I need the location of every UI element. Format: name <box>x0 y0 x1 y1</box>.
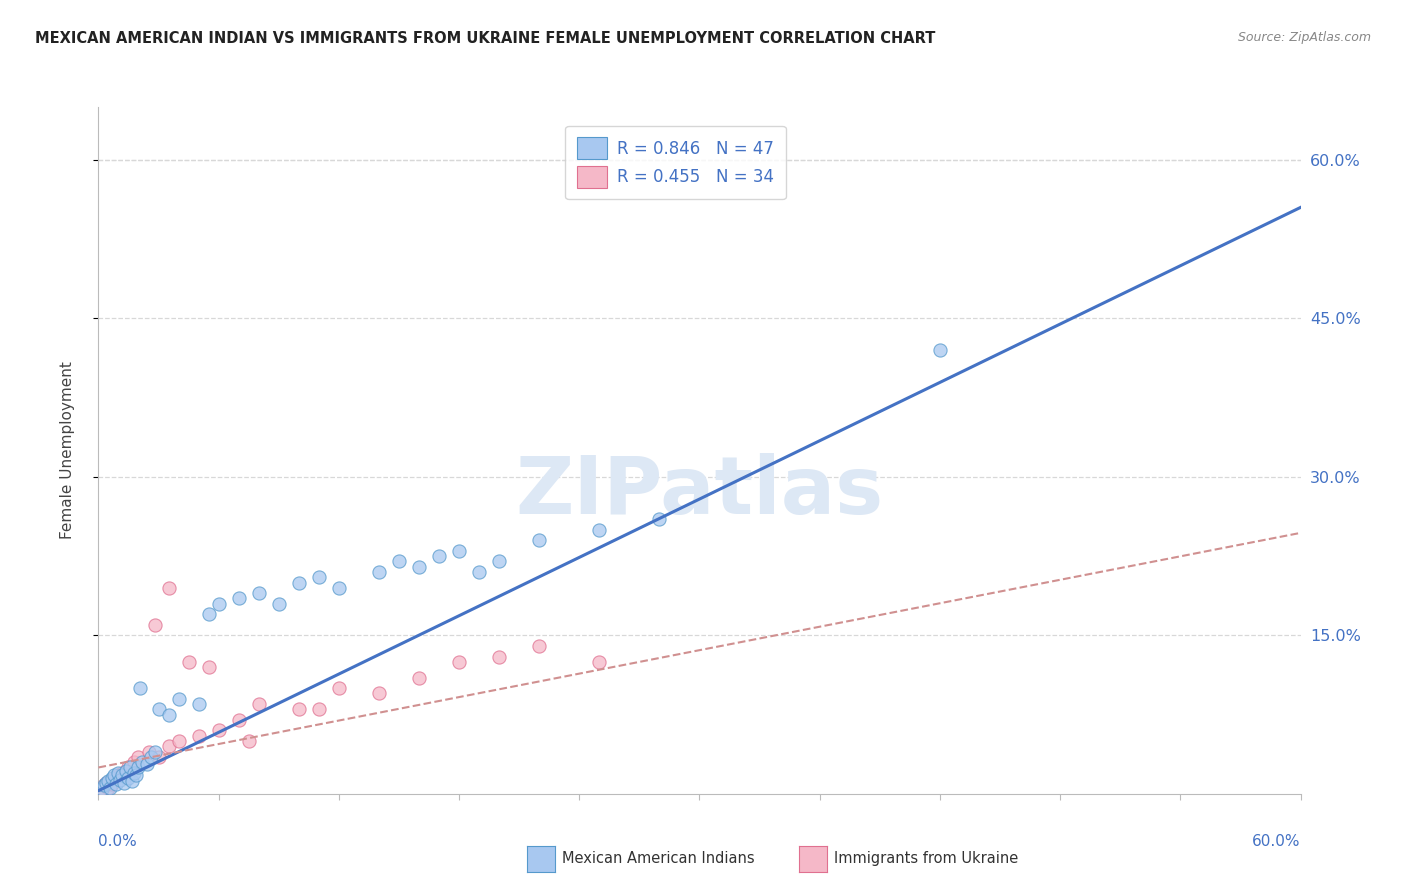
Point <box>308 570 330 584</box>
Text: Immigrants from Ukraine: Immigrants from Ukraine <box>834 852 1018 866</box>
Point <box>148 750 170 764</box>
Point <box>408 559 430 574</box>
Point <box>139 750 162 764</box>
Point <box>167 691 190 706</box>
Text: MEXICAN AMERICAN INDIAN VS IMMIGRANTS FROM UKRAINE FEMALE UNEMPLOYMENT CORRELATI: MEXICAN AMERICAN INDIAN VS IMMIGRANTS FR… <box>35 31 935 46</box>
Point <box>148 702 170 716</box>
Point <box>97 780 120 795</box>
Point <box>157 707 180 722</box>
Point <box>187 697 209 711</box>
Point <box>228 713 250 727</box>
Point <box>101 771 124 785</box>
Point <box>187 729 209 743</box>
Point <box>488 649 510 664</box>
Point <box>648 512 671 526</box>
Point <box>157 581 180 595</box>
Y-axis label: Female Unemployment: Female Unemployment <box>60 361 75 540</box>
Point <box>107 765 129 780</box>
Point <box>328 581 350 595</box>
Point <box>308 702 330 716</box>
Point <box>129 681 152 696</box>
Text: Source: ZipAtlas.com: Source: ZipAtlas.com <box>1237 31 1371 45</box>
Point <box>111 765 134 780</box>
Point <box>120 760 142 774</box>
Point <box>177 655 200 669</box>
Point <box>447 544 470 558</box>
Point <box>105 777 128 791</box>
Point <box>427 549 450 563</box>
Point <box>157 739 180 754</box>
Point <box>529 639 551 653</box>
Point <box>138 745 160 759</box>
Point <box>117 760 139 774</box>
Point <box>247 697 270 711</box>
Point <box>408 671 430 685</box>
Point <box>110 773 132 788</box>
Point <box>247 586 270 600</box>
Point <box>91 781 114 796</box>
Point <box>468 565 491 579</box>
Text: ZIPatlas: ZIPatlas <box>516 452 883 531</box>
Text: 60.0%: 60.0% <box>1253 834 1301 849</box>
Point <box>143 617 166 632</box>
Point <box>128 760 150 774</box>
Point <box>114 776 136 790</box>
Point <box>267 597 290 611</box>
Point <box>107 768 129 782</box>
Point <box>101 777 124 791</box>
Point <box>103 768 125 782</box>
Point <box>368 565 391 579</box>
Point <box>368 686 391 700</box>
Point <box>111 768 134 782</box>
Point <box>91 781 114 796</box>
Point <box>115 764 138 778</box>
Point <box>208 597 231 611</box>
Point <box>588 655 610 669</box>
Point <box>488 554 510 568</box>
Point <box>288 575 311 590</box>
Point <box>529 533 551 548</box>
Point <box>588 523 610 537</box>
Point <box>929 343 952 357</box>
Point <box>238 734 260 748</box>
Point <box>117 771 139 785</box>
Point <box>93 779 115 793</box>
Point <box>100 774 122 789</box>
Point <box>447 655 470 669</box>
Point <box>103 771 125 785</box>
Text: 0.0%: 0.0% <box>98 834 138 849</box>
Point <box>208 723 231 738</box>
Point <box>97 774 120 789</box>
Point <box>135 757 157 772</box>
Point <box>197 660 219 674</box>
Point <box>124 755 146 769</box>
Point <box>228 591 250 606</box>
Point <box>93 779 115 793</box>
Legend: R = 0.846   N = 47, R = 0.455   N = 34: R = 0.846 N = 47, R = 0.455 N = 34 <box>565 126 786 199</box>
Point <box>143 745 166 759</box>
Point <box>125 768 148 782</box>
Point <box>100 780 122 795</box>
Point <box>96 776 118 790</box>
Text: Mexican American Indians: Mexican American Indians <box>562 852 755 866</box>
Point <box>124 765 146 780</box>
Point <box>96 776 118 790</box>
Point <box>197 607 219 622</box>
Point <box>167 734 190 748</box>
Point <box>288 702 311 716</box>
Point <box>121 774 143 789</box>
Point <box>131 755 153 769</box>
Point <box>328 681 350 696</box>
Point <box>128 750 150 764</box>
Point <box>388 554 411 568</box>
